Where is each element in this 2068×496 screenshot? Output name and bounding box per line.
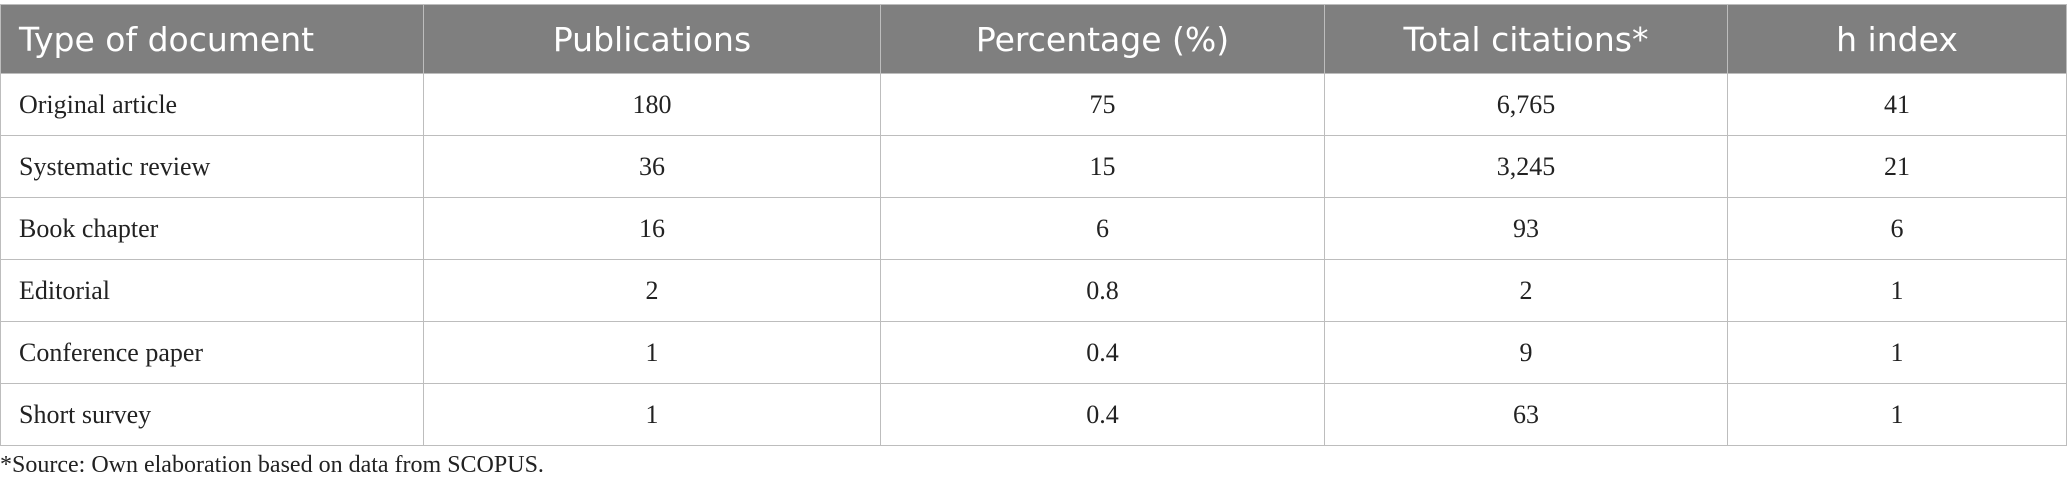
table-cell: 9: [1324, 321, 1728, 384]
table-cell: 63: [1324, 383, 1728, 446]
table-cell: 0.4: [880, 383, 1325, 446]
table-cell: 6: [880, 197, 1325, 260]
table-cell: 1: [1727, 259, 2067, 322]
table-cell: Original article: [0, 73, 424, 136]
table-row: Original article 180 75 6,765 41: [0, 73, 2067, 136]
table-cell: 0.4: [880, 321, 1325, 384]
table-body: Original article 180 75 6,765 41 Systematic r…: [0, 73, 2067, 446]
table-cell: 3,245: [1324, 135, 1728, 198]
table-cell: Book chapter: [0, 197, 424, 260]
header-row: Type of document Publications Percentage (…: [0, 4, 2067, 74]
table-row: Conference paper 1 0.4 9 1: [0, 321, 2067, 384]
table-row: Book chapter 16 6 93 6: [0, 197, 2067, 260]
table-cell: 6,765: [1324, 73, 1728, 136]
table-row: Short survey 1 0.4 63 1: [0, 383, 2067, 446]
table-cell: 1: [1727, 383, 2067, 446]
table-cell: 2: [423, 259, 881, 322]
table-cell: 21: [1727, 135, 2067, 198]
table-cell: 1: [423, 321, 881, 384]
header-cell: Publications: [423, 4, 881, 74]
header-cell: Total citations*: [1324, 4, 1728, 74]
table-cell: 1: [423, 383, 881, 446]
table-cell: 41: [1727, 73, 2067, 136]
table-row: Editorial 2 0.8 2 1: [0, 259, 2067, 322]
table-cell: 180: [423, 73, 881, 136]
table-cell: Conference paper: [0, 321, 424, 384]
header-cell: Type of document: [0, 4, 424, 74]
table-cell: 0.8: [880, 259, 1325, 322]
table-row: Systematic review 36 15 3,245 21: [0, 135, 2067, 198]
table-cell: 16: [423, 197, 881, 260]
table-cell: 75: [880, 73, 1325, 136]
header-cell: Percentage (%): [880, 4, 1325, 74]
table-cell: Short survey: [0, 383, 424, 446]
footnote: *Source: Own elaboration based on data f…: [0, 452, 544, 478]
table-cell: 93: [1324, 197, 1728, 260]
table-cell: 36: [423, 135, 881, 198]
table-cell: 6: [1727, 197, 2067, 260]
header-cell: h index: [1727, 4, 2067, 74]
table-cell: Editorial: [0, 259, 424, 322]
table-cell: 2: [1324, 259, 1728, 322]
table-cell: 15: [880, 135, 1325, 198]
table-cell: 1: [1727, 321, 2067, 384]
data-table: Type of document Publications Percentage (…: [0, 4, 2067, 446]
table-cell: Systematic review: [0, 135, 424, 198]
